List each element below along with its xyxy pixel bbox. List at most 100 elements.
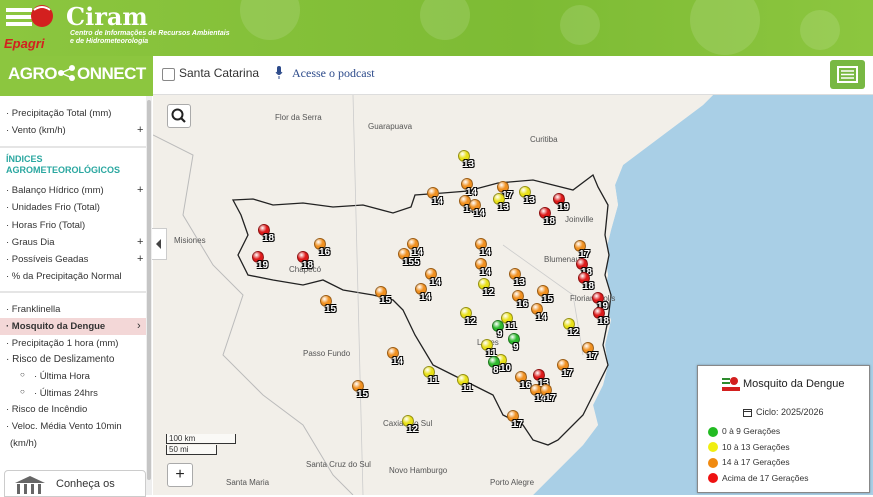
list-icon xyxy=(837,66,858,83)
sidebar-item-mosquito-dengue[interactable]: · Mosquito da Dengue xyxy=(6,321,106,332)
map-marker[interactable]: 14 xyxy=(531,303,547,323)
sidebar-item-possiveis-geadas[interactable]: · Possíveis Geadas xyxy=(6,254,89,265)
marker-pin xyxy=(583,283,585,288)
map-marker[interactable]: 15 xyxy=(537,285,553,305)
sidebar-item-precipitacao-1h[interactable]: · Precipitação 1 hora (mm) xyxy=(6,338,119,349)
collapse-sidebar-button[interactable] xyxy=(152,228,167,260)
conheca-label[interactable]: Conheça os xyxy=(56,478,115,490)
map-marker[interactable]: 19 xyxy=(252,251,268,271)
expand-plus-icon[interactable]: + xyxy=(137,124,144,136)
map-marker[interactable]: 17 xyxy=(582,342,598,362)
sidebar-item-ultima-hora[interactable]: · Última Hora xyxy=(34,371,90,382)
sidebar-item-precipitacao-total[interactable]: · Precipitação Total (mm) xyxy=(6,108,112,119)
map-marker[interactable]: 14 xyxy=(469,199,485,219)
map-marker[interactable]: 18 xyxy=(593,307,609,327)
ciram-title[interactable]: Ciram xyxy=(66,2,148,31)
map-marker[interactable]: 13 xyxy=(493,193,509,213)
map-marker[interactable]: 19 xyxy=(592,292,608,312)
top-toolbar xyxy=(153,56,873,95)
sidebar-item-veloc-vento[interactable]: · Veloc. Média Vento 10min xyxy=(6,421,122,432)
city-label: Guarapuava xyxy=(368,122,413,131)
sidebar-item-unidades-frio[interactable]: · Unidades Frio (Total) xyxy=(6,202,100,213)
map-marker[interactable]: 18 xyxy=(576,258,592,278)
map-marker[interactable]: 8 xyxy=(488,356,500,376)
map-marker[interactable]: 14 xyxy=(475,238,491,258)
expand-plus-icon[interactable]: + xyxy=(137,236,144,248)
map-marker[interactable]: 17 xyxy=(507,410,523,430)
map-marker[interactable]: 17 xyxy=(497,181,513,201)
map-marker[interactable]: 14 xyxy=(407,238,423,258)
map-marker[interactable]: 12 xyxy=(402,415,418,435)
map-marker[interactable]: 13 xyxy=(509,268,525,288)
sidebar[interactable]: · Precipitação Total (mm) · Vento (km/h)… xyxy=(0,96,151,495)
map-marker[interactable]: 11 xyxy=(481,339,497,359)
menu-button[interactable] xyxy=(830,60,865,89)
microphone-icon[interactable] xyxy=(275,66,283,79)
map-marker[interactable]: 12 xyxy=(460,307,476,327)
map-marker[interactable]: 18 xyxy=(258,224,274,244)
map-marker[interactable]: 17 xyxy=(540,384,556,404)
map-search-button[interactable] xyxy=(167,104,191,128)
map-marker[interactable]: 16 xyxy=(512,290,528,310)
sidebar-item-horas-frio[interactable]: · Horas Frio (Total) xyxy=(6,220,86,231)
map-marker[interactable]: 17 xyxy=(557,359,573,379)
map-marker[interactable]: 155 xyxy=(398,248,420,268)
marker-value: 8 xyxy=(493,365,499,376)
sidebar-item-vento[interactable]: · Vento (km/h) xyxy=(6,125,66,136)
sidebar-scrollbar-thumb[interactable] xyxy=(147,100,151,480)
map-marker[interactable]: 14 xyxy=(425,268,441,288)
marker-value: 14 xyxy=(464,204,476,215)
map-marker[interactable]: 18 xyxy=(297,251,313,271)
marker-value: 14 xyxy=(420,292,432,303)
marker-value: 12 xyxy=(483,287,495,298)
agroconnect-logo[interactable]: AGRO ONNECT xyxy=(8,64,146,84)
zoom-in-button[interactable]: + xyxy=(167,463,193,487)
marker-value: 13 xyxy=(463,159,475,170)
site-header: Epagri Ciram Centro de Informações de Re… xyxy=(0,0,873,56)
podcast-link[interactable]: Acesse o podcast xyxy=(292,66,375,80)
map-marker[interactable]: 9 xyxy=(492,320,504,340)
map-marker[interactable]: 11 xyxy=(501,312,517,332)
map-marker[interactable]: 14 xyxy=(387,347,403,367)
sidebar-item-balanco-hidrico[interactable]: · Balanço Hídrico (mm) xyxy=(6,185,104,196)
map-marker[interactable]: 14 xyxy=(475,258,491,278)
map-marker[interactable]: 12 xyxy=(478,278,494,298)
map-marker[interactable]: 11 xyxy=(457,374,473,394)
sidebar-item-ultimas-24hrs[interactable]: · Últimas 24hrs xyxy=(34,388,98,399)
map-marker[interactable]: 12 xyxy=(563,318,579,338)
legend-row: Acima de 17 Gerações xyxy=(708,473,808,484)
santa-catarina-checkbox[interactable] xyxy=(162,68,175,81)
map-marker[interactable]: 11 xyxy=(423,366,439,386)
map-marker[interactable]: 9 xyxy=(508,333,520,353)
map-marker[interactable]: 19 xyxy=(553,193,569,213)
marker-pin xyxy=(412,249,414,254)
map-marker[interactable]: 16 xyxy=(515,371,531,391)
map-marker[interactable]: 15 xyxy=(320,295,336,315)
map-marker[interactable]: 18 xyxy=(539,207,555,227)
map-marker[interactable]: 13 xyxy=(533,369,549,389)
map-marker[interactable]: 13 xyxy=(519,186,535,206)
map-marker[interactable]: 15 xyxy=(375,286,391,306)
map-marker[interactable]: 14 xyxy=(461,178,477,198)
sidebar-item-risco-incendio[interactable]: · Risco de Incêndio xyxy=(6,404,88,415)
map-marker[interactable]: 14 xyxy=(427,187,443,207)
santa-catarina-label[interactable]: Santa Catarina xyxy=(179,66,260,80)
header-decoration xyxy=(690,0,760,55)
expand-plus-icon[interactable]: + xyxy=(137,253,144,265)
map-marker[interactable]: 15 xyxy=(352,380,368,400)
epagri-logo-icon[interactable] xyxy=(4,2,64,52)
map-marker[interactable]: 18 xyxy=(578,272,594,292)
marker-pin xyxy=(493,367,495,372)
sidebar-item-risco-deslizamento[interactable]: · Risco de Deslizamento xyxy=(6,354,115,365)
marker-value: 12 xyxy=(465,316,477,327)
marker-value: 18 xyxy=(544,216,556,227)
sidebar-item-franklinella[interactable]: · Franklinella xyxy=(6,304,61,315)
marker-value: 11 xyxy=(486,348,497,359)
map-marker[interactable]: 17 xyxy=(574,240,590,260)
expand-plus-icon[interactable]: + xyxy=(137,184,144,196)
sidebar-item-graus-dia[interactable]: · Graus Dia xyxy=(6,237,55,248)
map-marker[interactable]: 14 xyxy=(415,283,431,303)
map-marker[interactable]: 13 xyxy=(458,150,474,170)
sidebar-item-precipitacao-normal[interactable]: · % da Precipitação Normal xyxy=(6,271,122,282)
map-marker[interactable]: 16 xyxy=(314,238,330,258)
